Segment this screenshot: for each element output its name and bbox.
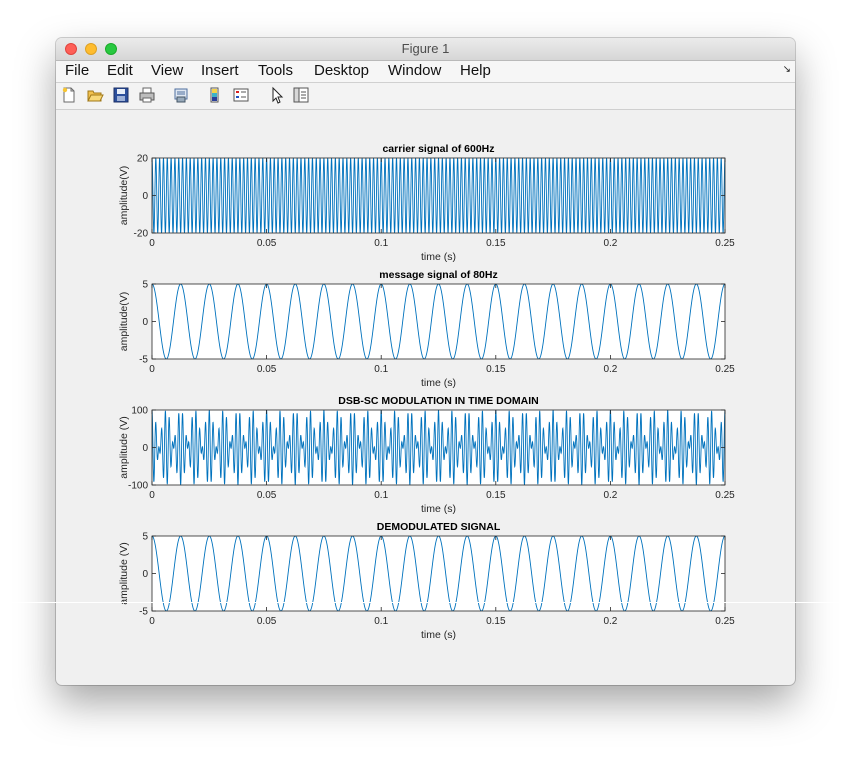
- new-figure-icon[interactable]: [60, 86, 78, 104]
- window-title: Figure 1: [401, 41, 450, 56]
- menu-edit[interactable]: Edit: [107, 62, 133, 79]
- x-tick-label: 0.25: [715, 364, 735, 375]
- menu-view[interactable]: View: [151, 62, 184, 79]
- figure-canvas: 0 0.05 0.1 0.15 0.2 0.25 -20 0 20 carrier signal …: [56, 110, 795, 685]
- subplot-title: DSB-SC MODULATION IN TIME DOMAIN: [338, 395, 538, 407]
- y-tick-label: 100: [131, 406, 148, 417]
- y-tick-label: -5: [139, 607, 148, 618]
- series-line: [152, 284, 725, 359]
- y-tick-label: 5: [142, 532, 148, 543]
- colorbar-icon[interactable]: [206, 86, 224, 104]
- figure-window: Figure 1 File Edit View Insert Tools Des…: [56, 38, 795, 685]
- x-tick-label: 0.05: [257, 616, 277, 627]
- y-tick-label: -5: [139, 355, 148, 366]
- axes-background[interactable]: [152, 410, 725, 485]
- maximize-window-button[interactable]: [105, 43, 117, 55]
- print-icon[interactable]: [138, 86, 156, 104]
- x-tick-label: 0.15: [486, 238, 506, 249]
- x-tick-label: 0.05: [257, 238, 277, 249]
- y-axis-label: amplitude(V): [118, 292, 130, 352]
- legend-icon[interactable]: [232, 86, 250, 104]
- y-tick-label: -100: [128, 481, 148, 492]
- x-tick-label: 0.25: [715, 238, 735, 249]
- y-axis-label: amplitude (V): [118, 542, 130, 604]
- x-axis-label: time (s): [421, 629, 456, 641]
- divider-line: [0, 602, 851, 603]
- menu-file[interactable]: File: [65, 62, 90, 79]
- subplot-title: message signal of 80Hz: [379, 269, 497, 281]
- x-tick-label: 0.05: [257, 364, 277, 375]
- y-tick-label: 0: [142, 443, 148, 454]
- menu-insert[interactable]: Insert: [201, 62, 239, 79]
- y-tick-label: 5: [142, 280, 148, 291]
- y-tick-label: -20: [134, 229, 149, 240]
- x-tick-label: 0.2: [603, 490, 617, 501]
- y-tick-label: 20: [137, 154, 149, 165]
- close-window-button[interactable]: [65, 43, 77, 55]
- axes-background[interactable]: [152, 158, 725, 233]
- minimize-window-button[interactable]: [85, 43, 97, 55]
- series-line: [152, 536, 725, 611]
- y-axis-label: amplitude (V): [118, 416, 130, 478]
- print-preview-icon[interactable]: [172, 86, 190, 104]
- x-tick-label: 0.1: [374, 238, 388, 249]
- x-axis-label: time (s): [421, 503, 456, 515]
- series-line: [152, 410, 725, 485]
- dock-arrow-icon[interactable]: ↘: [782, 64, 791, 75]
- y-tick-label: 0: [142, 191, 148, 202]
- x-tick-label: 0: [149, 238, 155, 249]
- x-tick-label: 0.15: [486, 616, 506, 627]
- axes-background[interactable]: [152, 536, 725, 611]
- x-tick-label: 0.15: [486, 490, 506, 501]
- x-tick-label: 0.2: [603, 364, 617, 375]
- x-tick-label: 0: [149, 364, 155, 375]
- open-file-icon[interactable]: [86, 86, 104, 104]
- x-tick-label: 0: [149, 490, 155, 501]
- menu-desktop[interactable]: Desktop: [314, 62, 370, 79]
- toolbar: [56, 83, 795, 110]
- y-tick-label: 0: [142, 317, 148, 328]
- x-axis-label: time (s): [421, 251, 456, 263]
- x-tick-label: 0.25: [715, 616, 735, 627]
- property-editor-icon[interactable]: [292, 86, 310, 104]
- menu-help[interactable]: Help: [460, 62, 491, 79]
- x-tick-label: 0.15: [486, 364, 506, 375]
- x-tick-label: 0.1: [374, 364, 388, 375]
- menu-tools[interactable]: Tools: [258, 62, 294, 79]
- menu-window[interactable]: Window: [388, 62, 442, 79]
- y-axis-label: amplitude(V): [118, 166, 130, 226]
- subplot-title: carrier signal of 600Hz: [382, 143, 494, 155]
- pointer-icon[interactable]: [268, 86, 286, 104]
- x-tick-label: 0.2: [603, 616, 617, 627]
- x-tick-label: 0.2: [603, 238, 617, 249]
- menu-bar: File Edit View Insert Tools Desktop Wind…: [56, 61, 795, 83]
- x-axis-label: time (s): [421, 377, 456, 389]
- x-tick-label: 0.25: [715, 490, 735, 501]
- y-tick-label: 0: [142, 569, 148, 580]
- subplot-title: DEMODULATED SIGNAL: [377, 521, 501, 533]
- x-tick-label: 0.1: [374, 490, 388, 501]
- save-icon[interactable]: [112, 86, 130, 104]
- x-tick-label: 0.05: [257, 490, 277, 501]
- title-bar[interactable]: Figure 1: [56, 38, 795, 61]
- x-tick-label: 0: [149, 616, 155, 627]
- x-tick-label: 0.1: [374, 616, 388, 627]
- axes-background[interactable]: [152, 284, 725, 359]
